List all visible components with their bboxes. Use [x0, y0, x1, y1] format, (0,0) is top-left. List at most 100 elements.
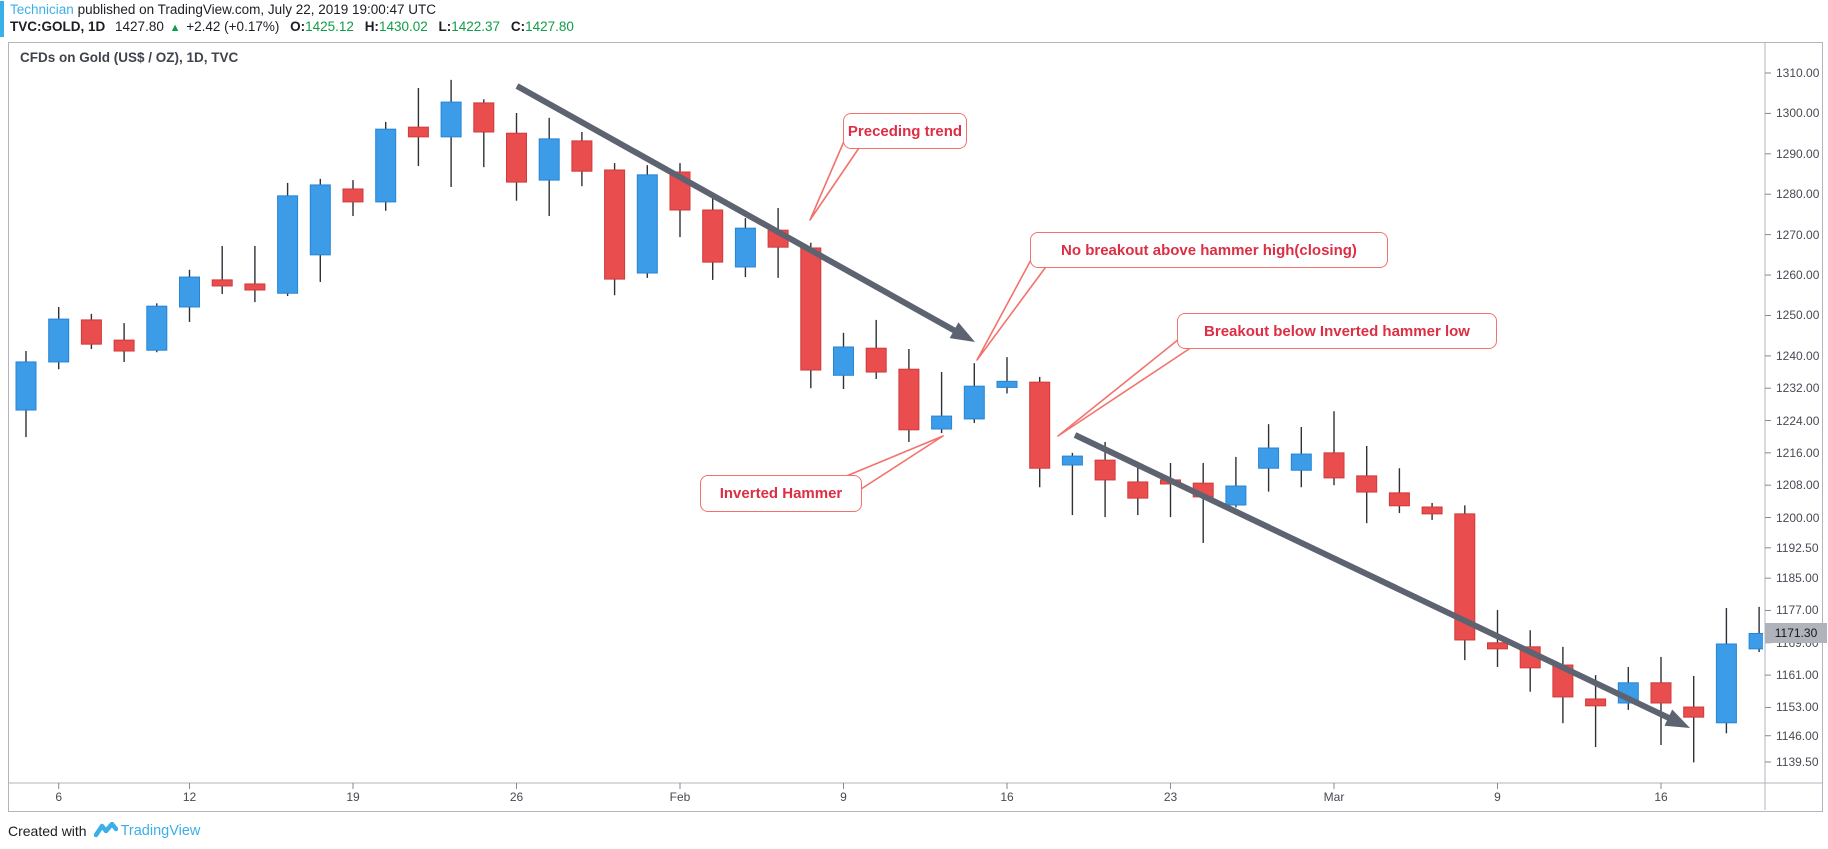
candle: [244, 283, 266, 291]
time-axis-label: 16: [1000, 790, 1014, 804]
candle: [407, 126, 429, 138]
time-axis-label: 9: [1494, 790, 1501, 804]
price-axis-label: 1300.00: [1776, 106, 1820, 121]
time-axis-label: 6: [55, 790, 63, 804]
price-axis-label: 1310.00: [1776, 66, 1820, 80]
candle: [277, 195, 299, 294]
price-axis-label: 1200.00: [1776, 510, 1820, 525]
annotation-pointer: [1057, 338, 1196, 437]
candle: [179, 276, 200, 308]
price-axis-label: 1177.00: [1776, 603, 1819, 618]
price-axis-label: 1208.00: [1776, 478, 1820, 493]
up-triangle-icon: ▲: [169, 22, 181, 34]
candle: [571, 140, 593, 172]
symbol-label: TVC:GOLD, 1D: [10, 19, 106, 34]
annotation-pointer: [976, 257, 1049, 361]
candles-layer: [15, 79, 1763, 763]
annotation-pointer: [809, 138, 862, 221]
candle: [1323, 452, 1345, 479]
created-with-text: Created with: [8, 822, 87, 839]
published-text: published on TradingView.com, July 22, 2…: [77, 2, 437, 17]
price-axis-label: 1240.00: [1776, 348, 1820, 363]
high-label: H:: [364, 19, 379, 34]
candle: [1225, 485, 1247, 506]
last-price: 1427.80: [115, 19, 164, 34]
tradingview-brand-link[interactable]: TradingView: [120, 822, 201, 839]
candle: [146, 305, 168, 351]
price-axis-label: 1280.00: [1776, 187, 1820, 202]
candle: [898, 368, 920, 431]
candle: [309, 184, 331, 256]
trend-arrow: [1073, 432, 1690, 728]
time-axis-label: Mar: [1323, 790, 1345, 804]
candle: [1421, 506, 1443, 515]
candle: [1454, 513, 1476, 641]
price-axis-label: 1146.00: [1776, 728, 1819, 743]
candle: [604, 169, 626, 280]
candle: [506, 132, 527, 183]
candle: [636, 174, 658, 274]
candle: [996, 380, 1018, 388]
candle: [931, 415, 953, 430]
price-axis-label: 1192.50: [1776, 540, 1819, 555]
time-axis-label: 19: [346, 790, 360, 804]
symbol-line: TVC:GOLD, 1D 1427.80 ▲ +2.42 (+0.17%) O:…: [10, 19, 574, 34]
candle: [1748, 632, 1763, 650]
candle: [1061, 455, 1083, 466]
candle: [1683, 706, 1705, 718]
time-axis-label: 9: [840, 790, 847, 804]
price-axis-label: 1250.00: [1776, 308, 1820, 323]
annotation-preceding-trend: Preceding trend: [843, 113, 967, 149]
candle: [1094, 459, 1116, 481]
candle: [734, 227, 756, 268]
candle: [833, 346, 854, 376]
candle: [963, 385, 985, 420]
price-axis-label: 1185.00: [1776, 571, 1819, 586]
high-value: 1430.02: [378, 19, 428, 34]
price-axis-label: 1216.00: [1776, 445, 1820, 460]
annotation-no-breakout: No breakout above hammer high(closing): [1030, 232, 1388, 268]
author-accent-bar: [0, 1, 4, 37]
candle: [113, 339, 135, 352]
candle: [1487, 642, 1508, 650]
change-value: +2.42 (+0.17%): [186, 19, 280, 34]
close-value: 1427.80: [525, 19, 574, 34]
price-axis-label: 1153.00: [1776, 700, 1819, 715]
time-axis-label: 12: [182, 790, 197, 804]
candle: [1290, 453, 1312, 471]
open-label: O:: [290, 19, 306, 34]
annotation-breakout-below: Breakout below Inverted hammer low: [1177, 313, 1497, 349]
price-axis-label: 1224.00: [1776, 413, 1820, 428]
candle: [702, 209, 724, 263]
chart-title: CFDs on Gold (US$ / OZ), 1D, TVC: [20, 50, 239, 65]
candle: [865, 347, 887, 373]
price-axis-label: 1260.00: [1776, 268, 1820, 283]
candle: [1356, 475, 1378, 493]
footer: Created with TradingView: [8, 822, 200, 839]
candle: [800, 247, 822, 371]
candle: [48, 318, 70, 363]
time-axis-label: 16: [1654, 790, 1668, 804]
author-link[interactable]: Technician: [10, 2, 74, 17]
candle: [375, 128, 397, 203]
price-axis-label: 1161.00: [1776, 668, 1819, 683]
publish-line: Technician published on TradingView.com,…: [10, 2, 436, 17]
low-label: L:: [438, 19, 452, 34]
candle: [1029, 381, 1051, 469]
price-axis-label: 1232.00: [1776, 381, 1820, 396]
time-axis-label: 26: [509, 790, 524, 804]
header: Technician published on TradingView.com,…: [0, 0, 1828, 40]
candle: [1258, 447, 1280, 469]
tradingview-logo-icon[interactable]: [93, 822, 118, 839]
low-value: 1422.37: [451, 19, 501, 34]
price-axis-label: 1270.00: [1776, 227, 1820, 242]
open-value: 1425.12: [305, 19, 354, 34]
candle: [15, 361, 37, 411]
candle: [1650, 682, 1672, 704]
time-axis-label: 23: [1163, 790, 1178, 804]
candle: [1715, 643, 1737, 724]
candle: [211, 279, 233, 287]
annotation-inverted-hammer: Inverted Hammer: [700, 475, 862, 512]
candle: [538, 138, 560, 181]
